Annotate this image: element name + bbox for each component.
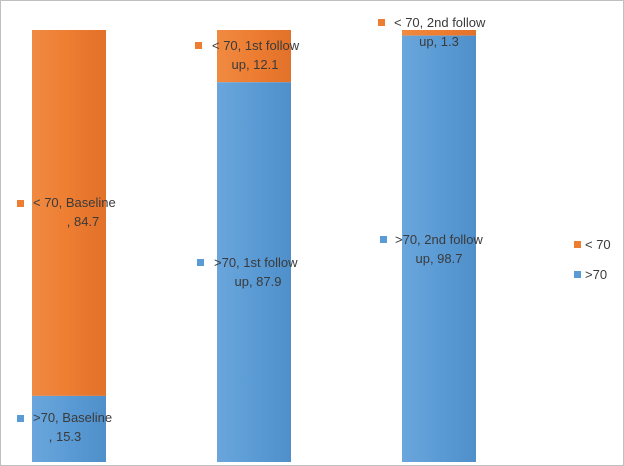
data-label-gt70-0-line1: >70, Baseline	[33, 410, 112, 425]
data-label-lt70-2-marker	[378, 19, 385, 26]
data-label-lt70-0-marker	[17, 200, 24, 207]
data-label-lt70-1-line1: < 70, 1st follow	[212, 38, 300, 53]
data-label-gt70-1-line1: >70, 1st follow	[214, 255, 298, 270]
bar-lt70-2	[402, 30, 476, 36]
data-label-gt70-0-marker	[17, 415, 24, 422]
data-label-lt70-2-line2: up, 1.3	[419, 34, 459, 49]
bar-gt70-2	[402, 35, 476, 463]
data-label-gt70-0-line2: , 15.3	[49, 429, 82, 444]
bar-lt70-1	[217, 30, 291, 83]
bar-gt70-0	[32, 395, 106, 462]
data-label-lt70-2-line1: < 70, 2nd follow	[394, 15, 486, 30]
data-label-gt70-2-line1: >70, 2nd follow	[395, 232, 483, 247]
data-label-gt70-2-marker	[380, 236, 387, 243]
legend-marker-0	[574, 241, 581, 248]
bar-gt70-1	[217, 82, 291, 462]
data-label-lt70-1-marker	[195, 42, 202, 49]
data-labels-layer: >70, Baseline , 15.3 < 70, Baseline , 84.7 >…	[17, 15, 486, 444]
bar-lt70-0	[32, 30, 106, 396]
data-label-gt70-2-line2: up, 98.7	[416, 251, 463, 266]
legend-label-0: < 70	[585, 237, 611, 252]
data-label-lt70-0-line2: , 84.7	[67, 214, 100, 229]
data-label-lt70-0-line1: < 70, Baseline	[33, 195, 116, 210]
legend-marker-1	[574, 271, 581, 278]
data-label-gt70-1-marker	[197, 259, 204, 266]
data-label-gt70-1-line2: up, 87.9	[235, 274, 282, 289]
bars-layer	[32, 30, 476, 463]
data-label-lt70-1-line2: up, 12.1	[232, 57, 279, 72]
legend: < 70 >70	[574, 237, 611, 282]
legend-label-1: >70	[585, 267, 607, 282]
